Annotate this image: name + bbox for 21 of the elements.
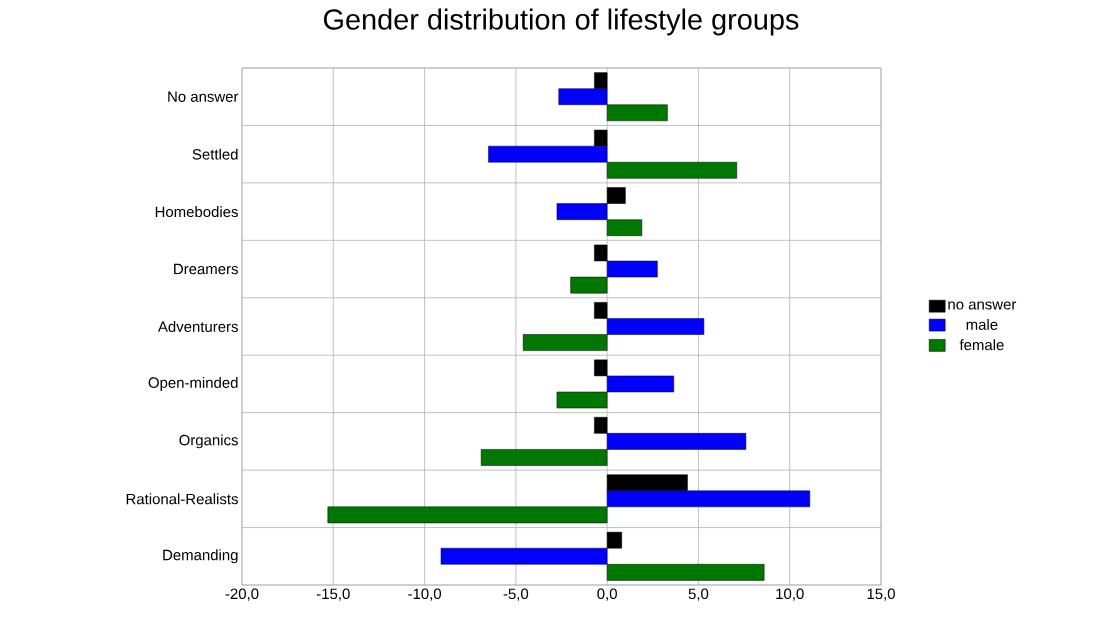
y-tick-label: Adventurers [157,321,238,332]
x-tick-label: -20,0 [225,588,259,601]
x-tick-label: -10,0 [408,588,442,601]
x-tick-label: -15,0 [316,588,350,601]
legend-label: male [966,318,998,330]
y-tick-label: Rational-Realists [126,493,238,505]
x-tick-label: -5,0 [503,588,529,601]
x-tick-label: 10,0 [776,588,804,601]
y-tick-label: Demanding [163,549,238,564]
x-tick-label: 5,0 [688,588,709,601]
x-tick-label: 15,0 [867,588,895,601]
y-tick-label: Organics [179,434,238,449]
chart-title: Gender distribution of lifestyle groups [323,8,799,36]
y-tick-label: Open-minded [148,376,238,391]
x-tick-label: 0,0 [597,588,617,601]
y-tick-label: No answer [168,91,239,102]
y-tick-label: Homebodies [155,206,238,218]
legend-label: female [959,339,1004,351]
y-tick-label: Settled [192,148,238,160]
y-tick-label: Dreamers [174,263,238,275]
legend-label: no answer [948,301,1017,310]
